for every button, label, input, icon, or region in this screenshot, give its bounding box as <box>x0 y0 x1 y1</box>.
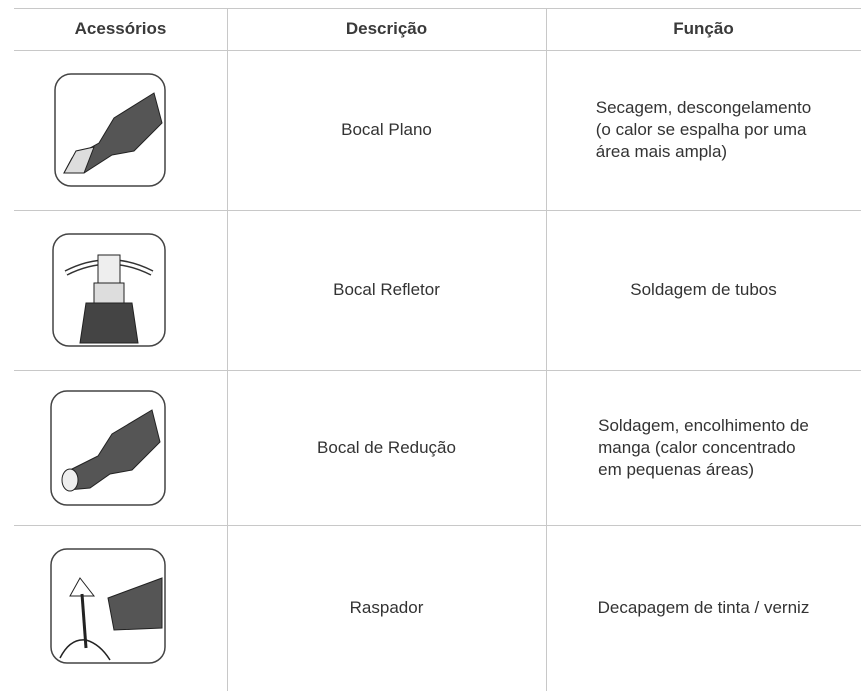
function-text: Decapagem de tinta / verniz <box>598 597 810 619</box>
description-cell: Raspador <box>349 598 424 617</box>
flat-nozzle-icon <box>54 73 166 187</box>
function-text: Secagem, descongelamento (o calor se espa… <box>596 97 811 163</box>
rule <box>14 210 861 211</box>
function-text: Soldagem, encolhimento de manga (calor co… <box>598 415 809 481</box>
header-cell: Acessórios <box>74 19 167 38</box>
description-cell: Bocal Refletor <box>333 280 440 299</box>
reflector-nozzle-icon <box>52 233 166 347</box>
function-text: Soldagem de tubos <box>630 279 777 301</box>
rule <box>227 8 228 691</box>
description-cell: Bocal de Redução <box>317 437 456 457</box>
rule <box>14 525 861 526</box>
rule <box>14 8 861 9</box>
text-line: Secagem, descongelamento <box>595 98 812 117</box>
rule <box>14 370 861 371</box>
reduction-nozzle-icon <box>50 390 166 506</box>
scraper-icon <box>50 548 166 664</box>
function-cell: Soldagem de tubos <box>546 210 861 370</box>
text-line: Soldagem de tubos <box>630 280 777 299</box>
function-cell: Decapagem de tinta / verniz <box>546 525 861 691</box>
function-cell: Soldagem, encolhimento de manga (calor co… <box>546 370 861 525</box>
rule <box>14 50 861 51</box>
text-line: (o calor se espalha por uma <box>595 120 807 139</box>
header-cell: Descrição <box>345 19 428 38</box>
text-line: Decapagem de tinta / verniz <box>597 598 810 617</box>
rule <box>546 8 547 691</box>
text-line: em pequenas áreas) <box>598 459 755 479</box>
description-cell: Bocal Plano <box>341 120 432 139</box>
text-line: manga (calor concentrado <box>598 437 796 457</box>
text-line: área mais ampla) <box>595 142 728 161</box>
function-cell: Secagem, descongelamento (o calor se espa… <box>546 50 861 210</box>
header-cell: Função <box>673 19 734 38</box>
text-line: Soldagem, encolhimento de <box>598 415 809 435</box>
